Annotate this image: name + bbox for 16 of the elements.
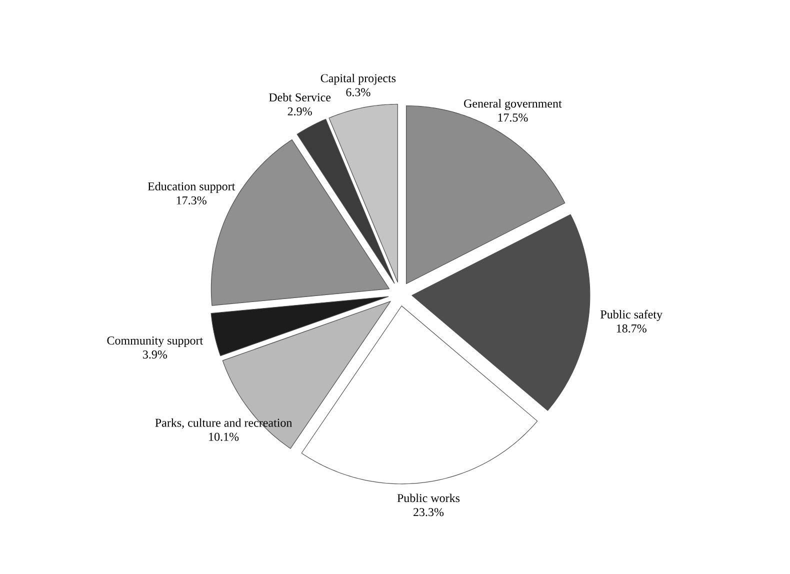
slice-label: Debt Service	[269, 92, 331, 102]
data-label: 10.1%	[209, 432, 239, 441]
data-label: 23.3%	[414, 508, 444, 516]
slice-label: Community support	[107, 336, 204, 348]
slice-label: Capital projects	[320, 74, 396, 85]
slice-label: Education support	[148, 182, 236, 193]
data-label: 2.9%	[288, 107, 312, 116]
slice-label: Parks, culture and recreation	[155, 418, 292, 429]
data-label: 17.5%	[498, 113, 528, 122]
slice-label: Public works	[397, 494, 460, 502]
slice-label: General government	[464, 99, 562, 110]
data-label: 17.3%	[176, 196, 206, 204]
data-label: 3.9%	[143, 350, 168, 359]
slice-label: Public safety	[600, 310, 662, 321]
data-label: 18.7%	[616, 324, 646, 333]
data-label: 6.3%	[346, 88, 370, 96]
